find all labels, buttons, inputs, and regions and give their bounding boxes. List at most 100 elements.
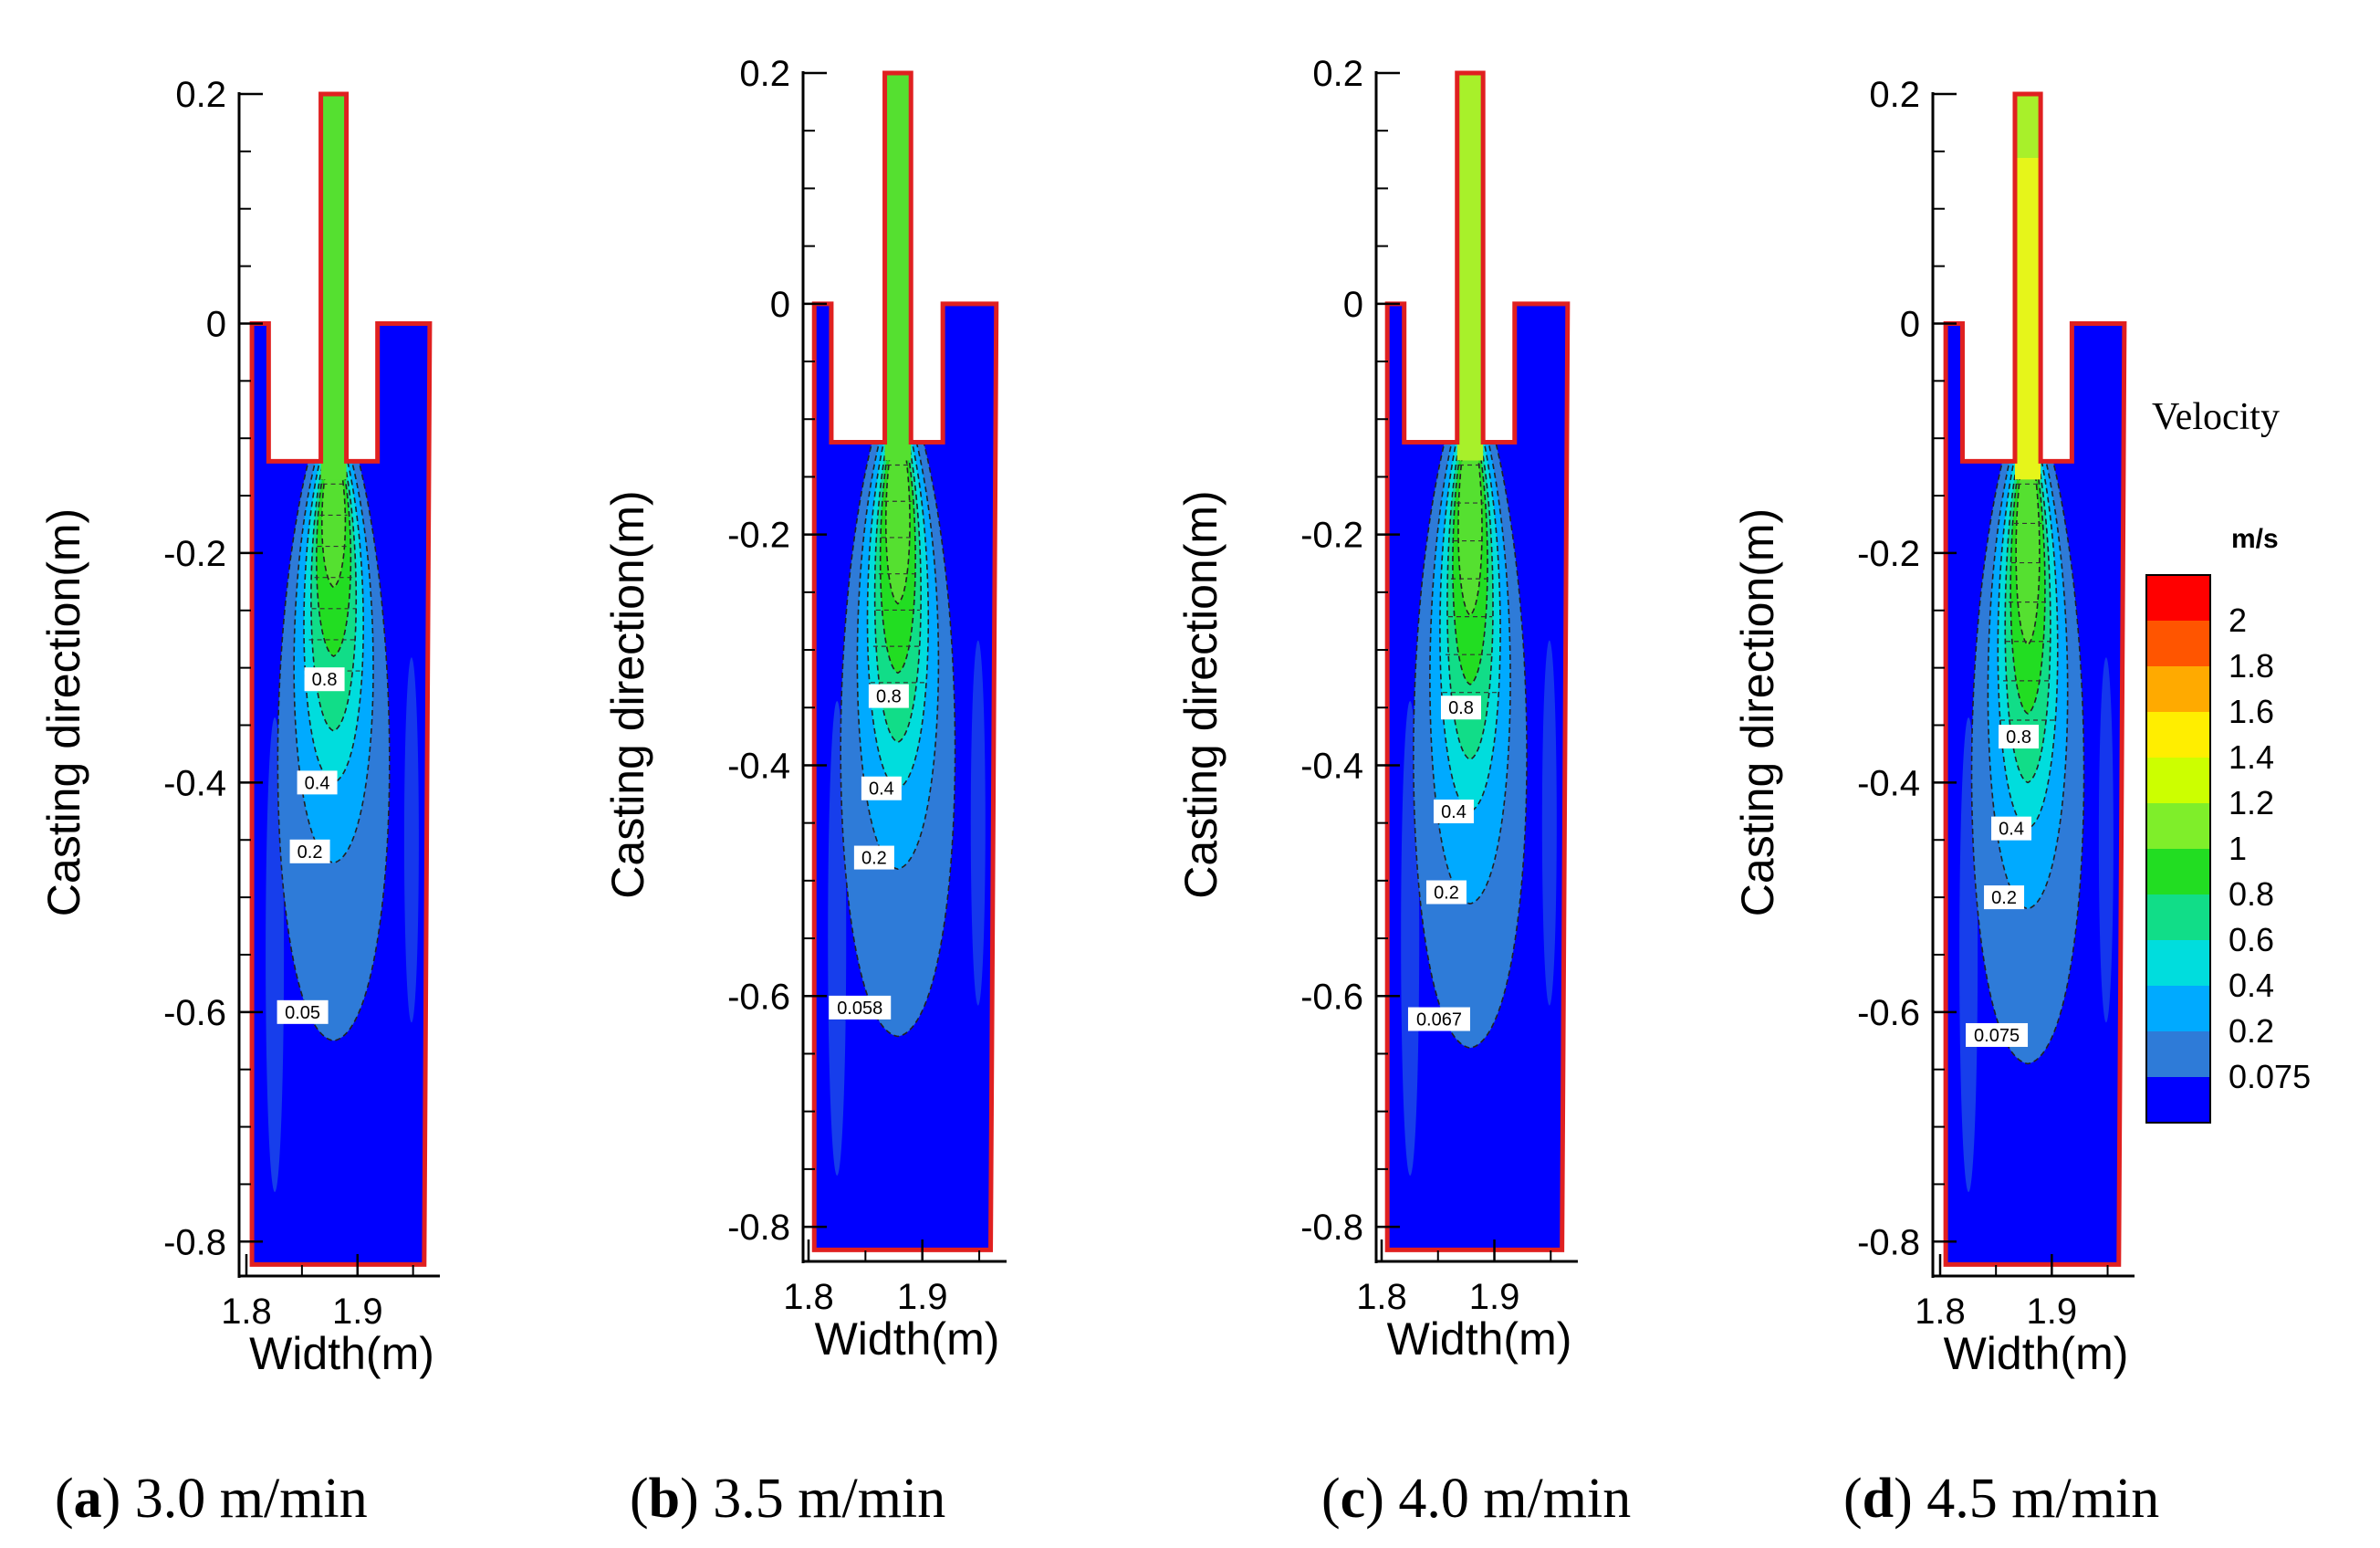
wall-streak-right (403, 657, 419, 1023)
contour-band (320, 455, 347, 589)
contour-label-text: 0.075 (1974, 1026, 2020, 1046)
contour-label: 0.4 (1991, 816, 2032, 841)
contour-label-bg (861, 776, 902, 800)
contour-label-bg (868, 684, 909, 708)
wall-streak-left (266, 716, 285, 1192)
contour-label: 0.8 (868, 684, 909, 708)
contour-label-bg (304, 667, 345, 692)
y-tick-label: 0.2 (1869, 75, 1920, 115)
contour-label-text: 0.4 (869, 779, 894, 800)
nozzle-jet (2014, 94, 2041, 480)
legend-swatch (2146, 1077, 2210, 1123)
panels: 0.80.40.20.050.20-0.2-0.4-0.6-0.81.8 1.9W… (38, 54, 2159, 1530)
legend-unit: m/s (2231, 524, 2279, 554)
x-axis-label: Width(m) (1387, 1313, 1572, 1365)
legend-swatch (2146, 575, 2210, 621)
x-tick-label: 1.9 (897, 1277, 948, 1317)
y-tick-label: -0.6 (727, 977, 790, 1017)
contour-label-text: 0.2 (298, 842, 323, 863)
y-tick-label: -0.2 (163, 534, 226, 574)
contour-label: 0.058 (829, 995, 892, 1020)
contour-band (884, 436, 911, 605)
contour-label-bg (1433, 800, 1474, 824)
x-tick-label: 1.9 (332, 1292, 383, 1332)
panel-caption: (d) 4.5 m/min (1843, 1468, 2159, 1530)
panel-caption: (c) 4.0 m/min (1321, 1468, 1631, 1530)
contour-label-text: 0.2 (861, 849, 887, 869)
legend-swatch (2146, 712, 2210, 758)
panel-c: 0.8 0.4 0.2 0.067 0.2 0 -0.2 -0.4 -0.6 -0.8 1.8 1.9… (1175, 54, 1631, 1530)
y-tick-label: 0.2 (1312, 54, 1363, 94)
contour-band (2015, 455, 2041, 646)
y-axis-label: Casting direction(m) (1732, 508, 1783, 916)
panel-a: 0.8 0.4 0.2 0.05 0.2 0 -0.2 -0.4 -0.6 -0.8 1.8 1.9W… (38, 75, 440, 1530)
panel-d: 0.8 0.4 0.2 0.075 0.2 0 -0.2 -0.4 -0.6 -0.8 1.8 1.9… (1732, 75, 2159, 1530)
contour-label: 0.8 (304, 667, 345, 692)
contour-label-bg (297, 770, 338, 795)
contour-label: 0.05 (277, 999, 329, 1024)
contour-label-bg (1999, 725, 2040, 749)
y-tick-label: 0 (1343, 285, 1363, 325)
y-tick-label: -0.6 (1857, 993, 1920, 1033)
contour-label: 0.2 (1425, 880, 1467, 905)
legend-label: 0.075 (2229, 1058, 2311, 1095)
contour-label: 0.2 (1984, 885, 2025, 910)
contour-label-text: 0.05 (285, 1003, 320, 1023)
contour-label: 0.067 (1407, 1007, 1470, 1031)
y-tick-label: 0 (1900, 304, 1920, 344)
contour-label: 0.8 (1440, 696, 1481, 720)
legend-label: 1 (2229, 830, 2247, 867)
legend-label: 0.4 (2229, 967, 2274, 1004)
x-tick-label: 1.8 (783, 1277, 834, 1317)
contour-label-text: 0.8 (312, 670, 338, 690)
legend-label: 0.8 (2229, 875, 2274, 913)
x-tick-label: 1.9 (2027, 1292, 2078, 1332)
legend-swatch (2146, 803, 2210, 849)
contour-label: 0.4 (861, 776, 902, 800)
nozzle-inlet (2014, 94, 2041, 158)
contour-label-bg (1984, 885, 2025, 910)
y-tick-label: -0.2 (727, 516, 790, 556)
legend-title: Velocity (2152, 396, 2280, 438)
contour-label: 0.2 (289, 839, 330, 863)
legend-label: 2 (2229, 601, 2247, 639)
contour-label: 0.4 (1433, 800, 1474, 824)
legend-swatch (2146, 1031, 2210, 1077)
y-tick-label: 0 (206, 304, 226, 344)
velocity-legend: Velocity m/s 2 1.8 1.6 1.4 1.2 1 0.8 0.6 0.4 0.2 0.0… (2145, 396, 2311, 1124)
x-tick-label: 1.8 (1915, 1292, 1966, 1332)
y-tick-label: 0.2 (739, 54, 790, 94)
nozzle-jet (320, 94, 347, 480)
contour-label-bg (289, 839, 330, 863)
x-tick-label: 1.8 (1356, 1277, 1407, 1317)
panel-b: 0.8 0.4 0.2 0.058 0.2 0 -0.2 -0.4 -0.6 -0.8 1.8 1.9… (602, 54, 1007, 1530)
y-tick-label: -0.4 (163, 763, 226, 803)
x-tick-label: 1.8 (221, 1292, 272, 1332)
contour-label-bg (1425, 880, 1467, 905)
contour-band (1457, 436, 1483, 617)
legend-label: 1.2 (2229, 784, 2274, 821)
contour-label: 0.8 (1999, 725, 2040, 749)
wall-streak-right (970, 640, 986, 1006)
x-axis-label: Width(m) (815, 1313, 1000, 1365)
contour-label-bg (853, 845, 894, 870)
y-axis-label: Casting direction(m) (602, 490, 653, 898)
x-axis-label: Width(m) (249, 1328, 434, 1379)
contour-label-bg (277, 999, 329, 1024)
contour-label: 0.4 (297, 770, 338, 795)
y-tick-label: -0.2 (1857, 534, 1920, 574)
contour-label-text: 0.4 (305, 773, 330, 793)
x-tick-label: 1.9 (1469, 1277, 1520, 1317)
wall-streak-right (2098, 657, 2114, 1023)
y-tick-label: -0.6 (163, 993, 226, 1033)
contour-label-bg (829, 995, 892, 1020)
contour-label: 0.075 (1966, 1022, 2029, 1047)
contour-label-bg (1440, 696, 1481, 720)
legend-swatch (2146, 986, 2210, 1031)
panel-caption: (b) 3.5 m/min (630, 1468, 945, 1530)
legend-swatch (2146, 849, 2210, 894)
legend-label: 0.2 (2229, 1012, 2274, 1050)
nozzle-jet (1456, 73, 1484, 461)
contour-label: 0.2 (853, 845, 894, 870)
legend-label: 1.6 (2229, 693, 2274, 730)
